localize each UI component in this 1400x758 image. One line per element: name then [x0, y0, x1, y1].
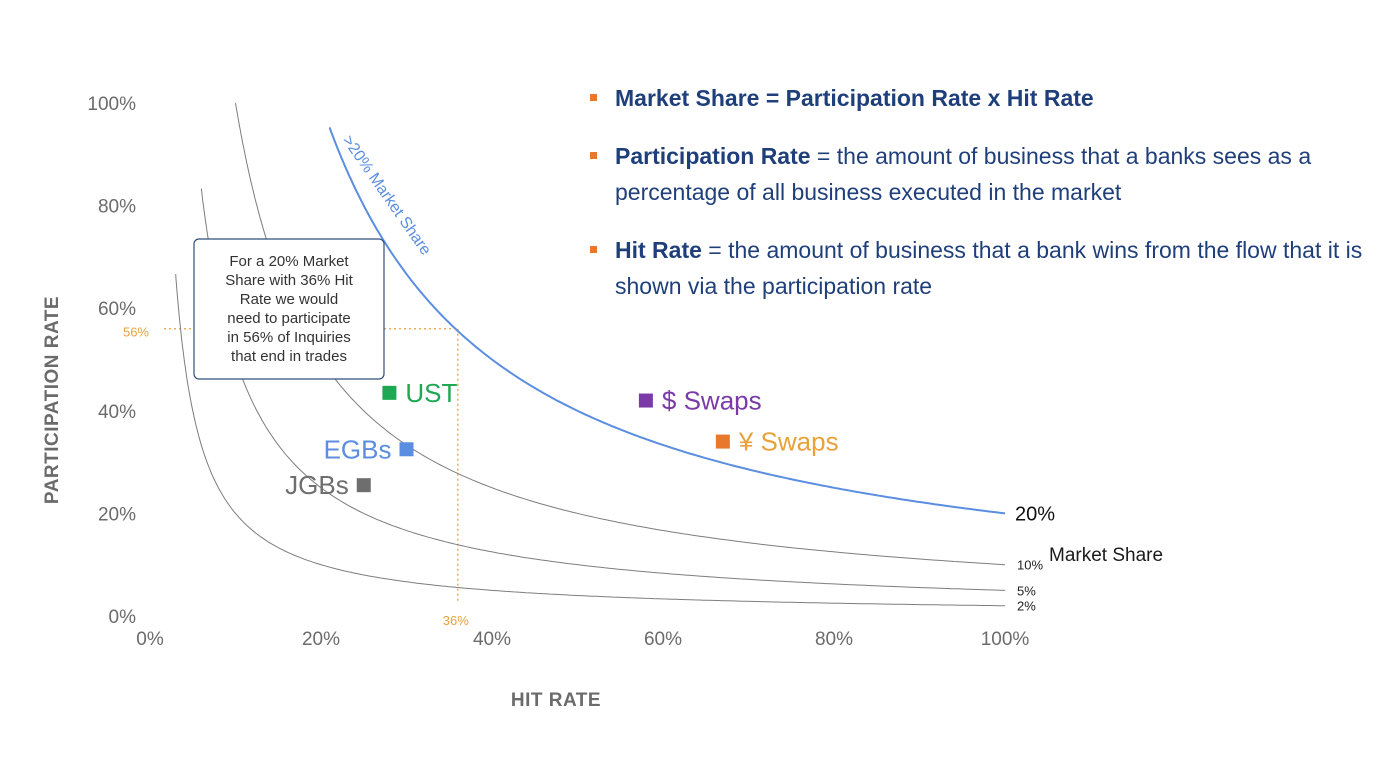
definition-market-share: Market Share = Participation Rate x Hit …	[588, 80, 1388, 116]
x-tick-label: 0%	[136, 629, 164, 650]
iso-share-curve	[328, 126, 1006, 515]
guide-x-label: 36%	[443, 613, 469, 628]
y-tick-label: 0%	[109, 607, 137, 628]
y-axis-title: PARTICIPATION RATE	[42, 296, 63, 504]
data-point-marker	[638, 393, 653, 408]
data-point-label: JGBs	[285, 470, 349, 500]
curve-end-label: 20%	[1015, 503, 1055, 525]
x-tick-label: 40%	[473, 629, 511, 650]
y-axis-ticks: 0% 20% 40% 60% 80% 100%	[87, 94, 136, 628]
iso-share-curve	[175, 273, 1005, 607]
definition-term: Hit Rate	[615, 237, 702, 263]
definition-text: = the amount of business that a banks se…	[615, 143, 1312, 205]
y-tick-label: 40%	[98, 402, 136, 423]
definition-text: = the amount of business that a bank win…	[615, 237, 1363, 299]
callout-line: For a 20% Market	[229, 253, 349, 270]
data-point-label: ¥ Swaps	[738, 427, 839, 457]
callout-line: Share with 36% Hit	[225, 272, 353, 289]
data-point-label: UST	[405, 378, 457, 408]
market-share-legend-label: Market Share	[1049, 545, 1163, 566]
guide-y-label: 56%	[123, 325, 149, 340]
iso-share-curve	[200, 188, 1006, 591]
x-tick-label: 60%	[644, 629, 682, 650]
callout-line: that end in trades	[231, 348, 347, 365]
curve-end-label: 10%	[1017, 558, 1043, 573]
data-point-label: $ Swaps	[662, 386, 762, 416]
callout-line: in 56% of Inquiries	[227, 329, 350, 346]
curve-end-label: 2%	[1017, 599, 1036, 614]
definition-term: Market Share = Participation Rate x Hit …	[615, 85, 1094, 111]
callout-line: Rate we would	[240, 291, 338, 308]
x-tick-label: 80%	[815, 629, 853, 650]
y-tick-label: 20%	[98, 504, 136, 525]
definition-hit-rate: Hit Rate = the amount of business that a…	[588, 232, 1388, 304]
definition-term: Participation Rate	[615, 143, 811, 169]
bullet-marker-icon	[590, 94, 597, 101]
callout-line: need to participate	[227, 310, 350, 327]
y-tick-label: 80%	[98, 197, 136, 218]
data-point-marker	[399, 442, 414, 457]
x-tick-label: 100%	[981, 629, 1030, 650]
bullet-marker-icon	[590, 246, 597, 253]
y-tick-label: 100%	[87, 94, 136, 115]
curve-end-label: 5%	[1017, 583, 1036, 598]
definition-participation-rate: Participation Rate = the amount of busin…	[588, 138, 1388, 210]
definition-list: Market Share = Participation Rate x Hit …	[588, 80, 1388, 326]
callout-box: For a 20% Market Share with 36% Hit Rate…	[193, 238, 385, 380]
x-tick-label: 20%	[302, 629, 340, 650]
data-point-marker	[715, 434, 730, 449]
x-axis-title: HIT RATE	[511, 690, 601, 711]
data-points: UST EGBs JGBs $ Swaps ¥ Swaps	[285, 378, 838, 500]
y-tick-label: 60%	[98, 299, 136, 320]
data-point-label: EGBs	[324, 434, 392, 464]
data-point-marker	[356, 478, 371, 493]
x-axis-ticks: 0% 20% 40% 60% 80% 100%	[136, 629, 1029, 650]
data-point-marker	[382, 385, 397, 400]
bullet-marker-icon	[590, 152, 597, 159]
